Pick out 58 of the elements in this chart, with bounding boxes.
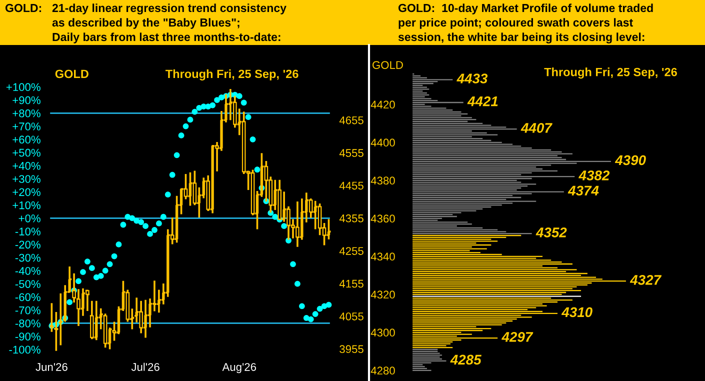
- chart-title: GOLD: 10-day Market Profile of volume traded per price point; coloured swath covers last session, the white bar being its closing level:: [398, 4, 653, 44]
- y-tick-label: 4400: [370, 138, 395, 147]
- annotation: 4390: [614, 155, 646, 166]
- annotation: 4297: [502, 332, 534, 342]
- y-tick-label: +30%: [12, 175, 40, 183]
- y2-tick-label: 4255: [339, 247, 364, 255]
- y-tick-label: 4320: [370, 290, 395, 299]
- y-tick-label: +50%: [12, 148, 40, 157]
- y2-tick-label: 4155: [339, 280, 364, 288]
- y2-tick-label: 4455: [339, 182, 364, 190]
- y-tick-label: 4420: [370, 100, 395, 109]
- y-tick-label: -60%: [15, 293, 40, 302]
- y2-tick-label: 4355: [339, 214, 364, 222]
- y-tick-label: -70%: [15, 306, 40, 314]
- x-tick-label: Jun'26: [36, 363, 68, 371]
- y-tick-label: 4360: [370, 214, 395, 223]
- chart-title: GOLD: 21-day linear regression trend consistency as described by the "Baby Blues"; Daily bars from last three months-to-date:: [5, 4, 286, 44]
- y-tick-label: +80%: [12, 109, 40, 118]
- y-tick-label: -40%: [15, 266, 40, 275]
- y-axis-title: GOLD: [372, 61, 403, 69]
- y2-tick-label: 4055: [339, 312, 364, 320]
- annotation: 4285: [450, 354, 482, 365]
- y2-tick-label: 4555: [339, 149, 364, 157]
- y-tick-label: -50%: [15, 280, 40, 288]
- y-tick-label: +40%: [12, 162, 40, 170]
- annotation: 4374: [568, 186, 599, 196]
- y-tick-label: -80%: [15, 320, 40, 328]
- x-tick-label: Jul'26: [131, 362, 160, 371]
- y-tick-label: -30%: [15, 254, 40, 262]
- y-tick-label: -100%: [9, 346, 40, 354]
- annotation: 4407: [520, 122, 552, 133]
- annotation: 4310: [561, 307, 592, 318]
- annotation: 4352: [536, 227, 567, 238]
- y-tick-label: 4380: [370, 176, 395, 185]
- y-tick-label: 4340: [370, 252, 395, 261]
- text: Through Fri, 25 Sep, '26: [166, 69, 298, 80]
- annotation: 4382: [578, 170, 610, 180]
- y-tick-label: +100%: [6, 83, 40, 92]
- y-tick-label: 4300: [370, 328, 395, 337]
- y-tick-label: +90%: [12, 96, 40, 104]
- annotation: 4327: [630, 274, 662, 285]
- y-tick-label: -10%: [15, 228, 40, 236]
- y-tick-label: +70%: [12, 122, 40, 130]
- y-tick-label: +0%: [18, 214, 40, 222]
- y-tick-label: +10%: [12, 201, 40, 210]
- y-tick-label: -90%: [15, 332, 40, 340]
- text: Through Fri, 25 Sep, '26: [544, 68, 677, 79]
- y2-tick-label: 4655: [339, 116, 364, 124]
- y-tick-label: -20%: [15, 240, 40, 249]
- y-tick-label: 4280: [370, 366, 395, 375]
- y2-tick-label: 3955: [340, 345, 364, 354]
- y-tick-label: +20%: [12, 188, 40, 196]
- x-tick-label: Aug'26: [222, 363, 256, 374]
- annotation: 4421: [467, 96, 498, 106]
- annotation: 4433: [456, 74, 488, 84]
- annotation: GOLD: [55, 70, 88, 78]
- candlestick: [242, 110, 246, 175]
- y-tick-label: +60%: [12, 136, 40, 144]
